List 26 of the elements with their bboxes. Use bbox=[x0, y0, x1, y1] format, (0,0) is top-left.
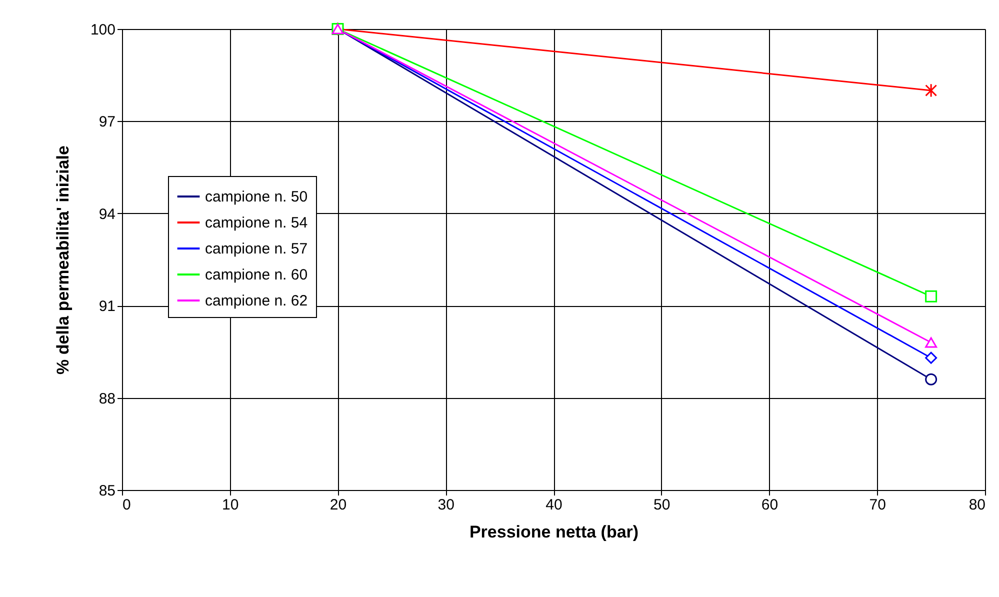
x-tick-label: 40 bbox=[546, 496, 562, 514]
y-tick-label: 94 bbox=[98, 206, 116, 223]
x-tick-label: 70 bbox=[869, 496, 886, 514]
point bbox=[925, 373, 938, 386]
y-tick-label: 91 bbox=[98, 298, 116, 316]
y-axis-title: % della permeabilita' iniziale bbox=[53, 146, 72, 374]
x-tick-label: 10 bbox=[222, 496, 239, 514]
point bbox=[925, 352, 938, 364]
x-tick-label: 20 bbox=[330, 496, 347, 514]
x-tick-label: 0 bbox=[122, 496, 131, 514]
y-tick-label: 97 bbox=[98, 114, 116, 131]
y-tick-label: 85 bbox=[98, 482, 116, 500]
y-tick-label: 88 bbox=[98, 390, 116, 408]
legend-label: campione n. 62 bbox=[205, 292, 308, 310]
legend-label: campione n. 54 bbox=[205, 214, 308, 232]
legend-label: campione n. 50 bbox=[205, 188, 308, 206]
x-tick-label: 50 bbox=[654, 496, 670, 514]
point bbox=[925, 83, 938, 98]
x-axis-title: Pressione netta (bar) bbox=[469, 522, 639, 542]
legend-label: campione n. 57 bbox=[205, 240, 308, 258]
point bbox=[925, 290, 938, 302]
legend-label: campione n. 60 bbox=[205, 266, 308, 284]
x-tick-label: 30 bbox=[438, 496, 454, 514]
x-tick-label: 80 bbox=[968, 496, 986, 514]
x-tick-label: 60 bbox=[761, 496, 778, 514]
y-tick-label: 100 bbox=[90, 22, 116, 38]
